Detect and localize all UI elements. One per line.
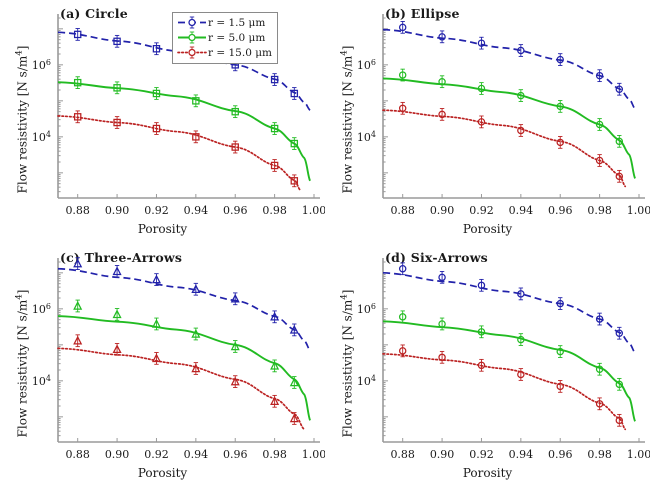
legend-sample-0 [178,16,206,29]
svg-text:106: 106 [32,302,51,316]
legend-label-1: r = 5.0 μm [208,31,266,44]
legend-sample-1 [178,31,206,44]
legend-item-2: r = 15.0 μm [177,45,272,60]
svg-text:0.90: 0.90 [105,448,130,461]
panel-b-title: (b) Ellipse [385,6,460,21]
panel-c-plot: 106 104 0.88 0.90 0.92 0.94 0.96 0.98 1.00 [32,257,325,461]
legend-item-1: r = 5.0 μm [177,30,272,45]
svg-text:0.90: 0.90 [430,204,455,217]
svg-text:0.92: 0.92 [469,204,494,217]
svg-text:0.88: 0.88 [390,204,415,217]
legend-label-2: r = 15.0 μm [208,46,272,59]
legend-sample-2 [177,46,207,59]
svg-text:0.88: 0.88 [65,448,90,461]
svg-text:1.00: 1.00 [302,448,325,461]
svg-text:106: 106 [32,58,51,72]
svg-text:104: 104 [32,130,51,144]
svg-text:104: 104 [357,374,376,388]
svg-text:0.98: 0.98 [587,448,612,461]
svg-text:1.00: 1.00 [627,204,650,217]
svg-text:0.98: 0.98 [262,448,287,461]
svg-text:1.00: 1.00 [302,204,325,217]
svg-text:0.88: 0.88 [390,448,415,461]
panel-c: (c) Three-Arrows Flow resistivity [N s/m… [0,244,326,488]
svg-text:106: 106 [357,58,376,72]
svg-text:0.94: 0.94 [509,204,534,217]
panel-b-plot: 106 104 0.88 0.90 0.92 0.94 0.96 0.98 1.00 [357,14,650,217]
legend: r = 1.5 μm r = 5.0 μm r = 15.0 μm [172,12,278,64]
panel-d: (d) Six-Arrows Flow resistivity [N s/m4]… [325,244,650,488]
panel-a-xlabel: Porosity [137,222,188,236]
svg-text:1.00: 1.00 [627,448,650,461]
svg-text:0.96: 0.96 [548,204,573,217]
svg-text:0.92: 0.92 [469,448,494,461]
panel-d-title: (d) Six-Arrows [385,250,488,265]
svg-text:0.90: 0.90 [430,448,455,461]
svg-text:0.94: 0.94 [184,204,209,217]
svg-text:0.90: 0.90 [105,204,130,217]
panel-c-xlabel: Porosity [137,466,188,480]
svg-text:104: 104 [32,374,51,388]
svg-text:0.98: 0.98 [262,204,287,217]
svg-text:106: 106 [357,302,376,316]
legend-item-0: r = 1.5 μm [177,15,272,30]
svg-text:0.96: 0.96 [223,448,248,461]
panel-b-xlabel: Porosity [462,222,513,236]
svg-text:0.92: 0.92 [144,204,169,217]
svg-text:0.92: 0.92 [144,448,169,461]
svg-text:0.94: 0.94 [184,448,209,461]
panel-b: (b) Ellipse Flow resistivity [N s/m4] Po… [325,0,650,244]
panel-d-xlabel: Porosity [462,466,513,480]
svg-text:0.88: 0.88 [65,204,90,217]
panel-a-title: (a) Circle [60,6,128,21]
svg-text:0.96: 0.96 [223,204,248,217]
svg-text:0.94: 0.94 [509,448,534,461]
panel-a: (a) Circle Flow resistivity [N s/m4] Por… [0,0,326,244]
svg-text:104: 104 [357,130,376,144]
svg-text:0.98: 0.98 [587,204,612,217]
panel-a-plot: 106 104 0.88 0.90 0.92 0.94 0.96 0.98 1.00 [32,14,325,217]
panel-c-title: (c) Three-Arrows [60,250,183,265]
legend-label-0: r = 1.5 μm [208,16,266,29]
svg-text:0.96: 0.96 [548,448,573,461]
panel-d-plot: 106 104 0.88 0.90 0.92 0.94 0.96 0.98 1.00 [357,258,650,461]
